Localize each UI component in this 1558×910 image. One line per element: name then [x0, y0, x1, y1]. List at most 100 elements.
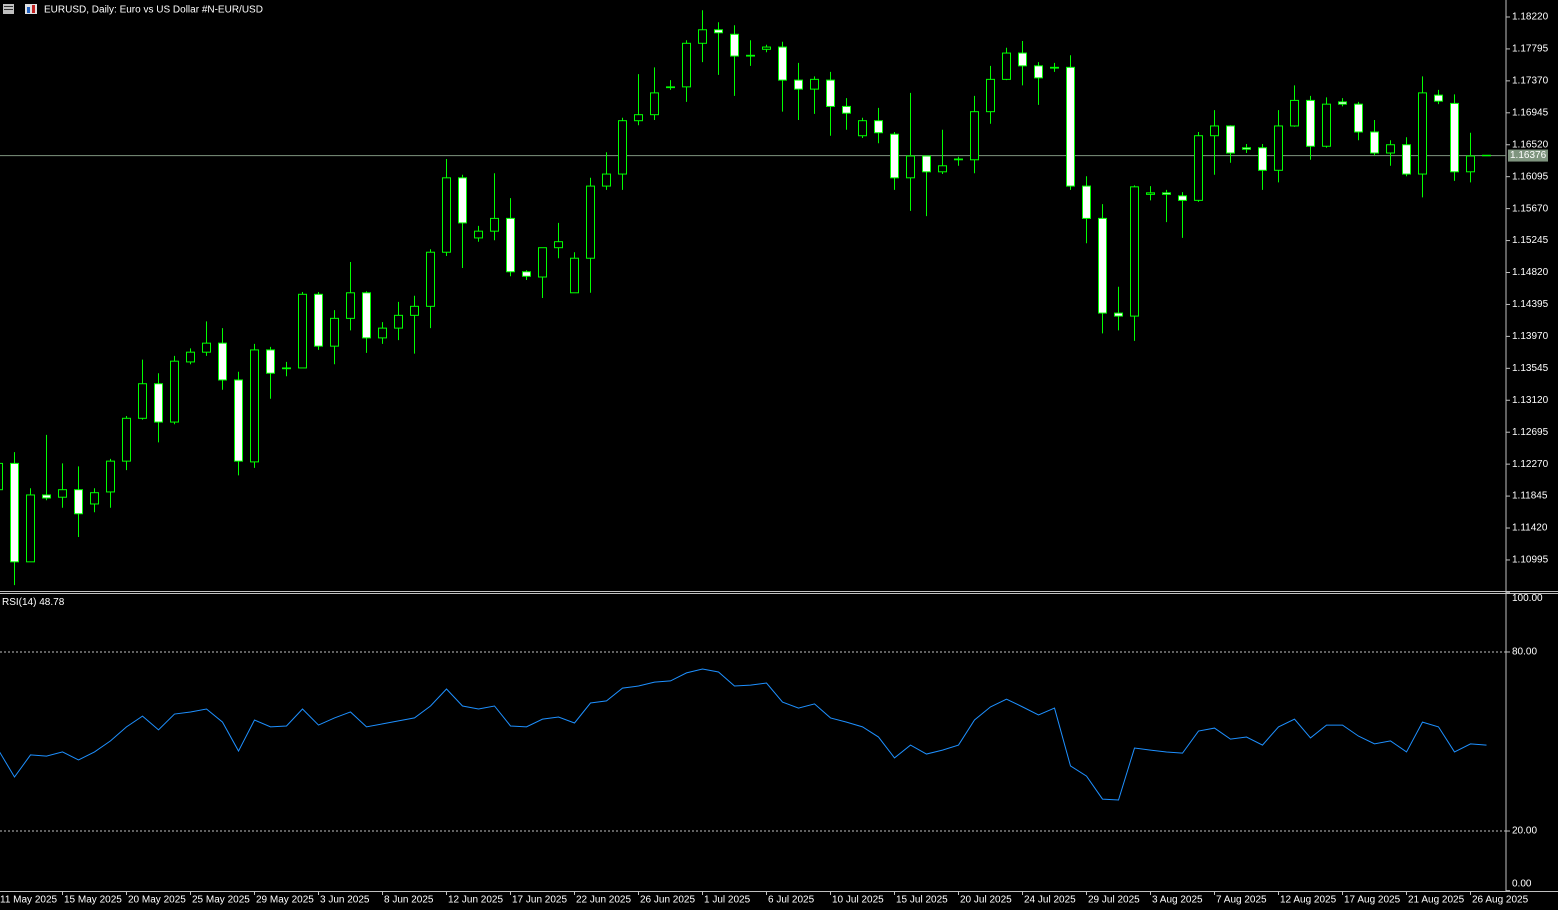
candle-body: [74, 489, 83, 515]
candle-body: [842, 105, 851, 114]
indicator-name: RSI(14): [2, 597, 36, 608]
x-tick-label: 12 Jun 2025: [448, 895, 503, 906]
candle-body: [1194, 135, 1203, 201]
x-tick-label: 11 May 2025: [0, 895, 58, 906]
x-tick-label: 12 Aug 2025: [1280, 895, 1337, 906]
y-tick-label: 1.15670: [1512, 203, 1549, 214]
candle-body: [890, 133, 899, 179]
candle-body: [394, 314, 403, 329]
candle-body: [250, 349, 259, 463]
candle-body: [1434, 94, 1443, 102]
y-tick-label: 1.12270: [1512, 459, 1549, 470]
candle-body: [954, 158, 963, 161]
symbol-icons: [3, 4, 37, 14]
candle-body: [1386, 144, 1395, 154]
y-tick-label: 1.15245: [1512, 235, 1549, 246]
last-price-label: 1.16376: [1510, 150, 1547, 161]
y-tick-label: 1.11845: [1512, 491, 1548, 502]
candle-body: [442, 177, 451, 253]
candle-body: [58, 489, 67, 498]
candle-body: [410, 305, 419, 316]
rsi-line: [0, 668, 1487, 801]
x-tick-label: 29 May 2025: [256, 895, 314, 906]
x-tick-label: 21 Aug 2025: [1408, 895, 1465, 906]
candle-body: [906, 155, 915, 179]
chart-icon-bar: [32, 5, 35, 13]
candle-body: [490, 217, 499, 232]
x-tick-label: 17 Jun 2025: [512, 895, 567, 906]
candle-body: [618, 120, 627, 175]
candle-body: [1306, 99, 1315, 147]
candle-body: [1146, 192, 1155, 195]
candle-body: [506, 217, 515, 273]
candle-body: [298, 293, 307, 369]
candle-body: [682, 42, 691, 88]
candle-body: [1082, 185, 1091, 219]
x-tick-label: 26 Aug 2025: [1472, 895, 1529, 906]
y-tick-label: 100.00: [1512, 593, 1543, 604]
candle-body: [426, 251, 435, 307]
candle-body: [1370, 131, 1379, 154]
chart-title: EURUSD, Daily: Euro vs US Dollar #N-EUR/…: [44, 5, 263, 16]
candle-body: [282, 367, 291, 370]
candle-body: [1258, 147, 1267, 171]
y-tick-label: 1.14820: [1512, 267, 1549, 278]
x-tick-label: 25 May 2025: [192, 895, 250, 906]
candle-body: [378, 327, 387, 339]
candle-body: [794, 79, 803, 90]
x-tick-label: 15 Jul 2025: [896, 895, 948, 906]
chart-icon: [25, 4, 37, 14]
candle-body: [762, 46, 771, 50]
y-tick-label: 1.16520: [1512, 139, 1549, 150]
candle-body: [1450, 102, 1459, 173]
candle-body: [730, 33, 739, 57]
candle-body: [650, 92, 659, 116]
candle-body: [746, 54, 755, 57]
candle-body: [0, 462, 3, 491]
candle-body: [1018, 52, 1027, 67]
x-tick-label: 24 Jul 2025: [1024, 895, 1076, 906]
candle-body: [330, 317, 339, 347]
candle-body: [1482, 154, 1491, 157]
candle-body: [1466, 155, 1475, 173]
candle-body: [1402, 144, 1411, 175]
candle-body: [106, 460, 115, 493]
candle-body: [1098, 217, 1107, 314]
x-tick-label: 26 Jun 2025: [640, 895, 695, 906]
x-tick-label: 1 Jul 2025: [704, 895, 751, 906]
candle-body: [1418, 92, 1427, 175]
candle-body: [1050, 66, 1059, 69]
candle-body: [826, 79, 835, 107]
candle-body: [474, 230, 483, 239]
y-tick-label: 1.11420: [1512, 523, 1548, 534]
candle-body: [90, 492, 99, 505]
y-tick-label: 1.16945: [1512, 107, 1549, 118]
candle-body: [586, 185, 595, 259]
candle-body: [1002, 52, 1011, 80]
y-tick-label: 1.16095: [1512, 171, 1549, 182]
chart-icon-bar: [27, 7, 30, 13]
candle-body: [1354, 103, 1363, 133]
candle-body: [698, 29, 707, 44]
menu-icon-line: [4, 6, 13, 7]
indicator-value: 48.78: [39, 597, 64, 608]
y-tick-label: 1.10995: [1512, 555, 1549, 566]
x-tick-label: 3 Aug 2025: [1152, 895, 1203, 906]
candle-body: [122, 417, 131, 462]
candle-body: [362, 292, 371, 339]
candle-body: [986, 78, 995, 113]
candle-body: [634, 114, 643, 122]
candle-body: [538, 247, 547, 278]
x-tick-label: 10 Jul 2025: [832, 895, 884, 906]
x-tick-label: 8 Jun 2025: [384, 895, 434, 906]
x-tick-label: 7 Aug 2025: [1216, 895, 1267, 906]
candle-body: [1290, 99, 1299, 127]
candle-body: [186, 351, 195, 363]
candle-body: [714, 29, 723, 34]
candle-body: [1338, 101, 1347, 105]
candle-body: [666, 86, 675, 89]
candle-body: [10, 462, 19, 563]
x-tick-label: 20 Jul 2025: [960, 895, 1012, 906]
candle-body: [1322, 103, 1331, 147]
